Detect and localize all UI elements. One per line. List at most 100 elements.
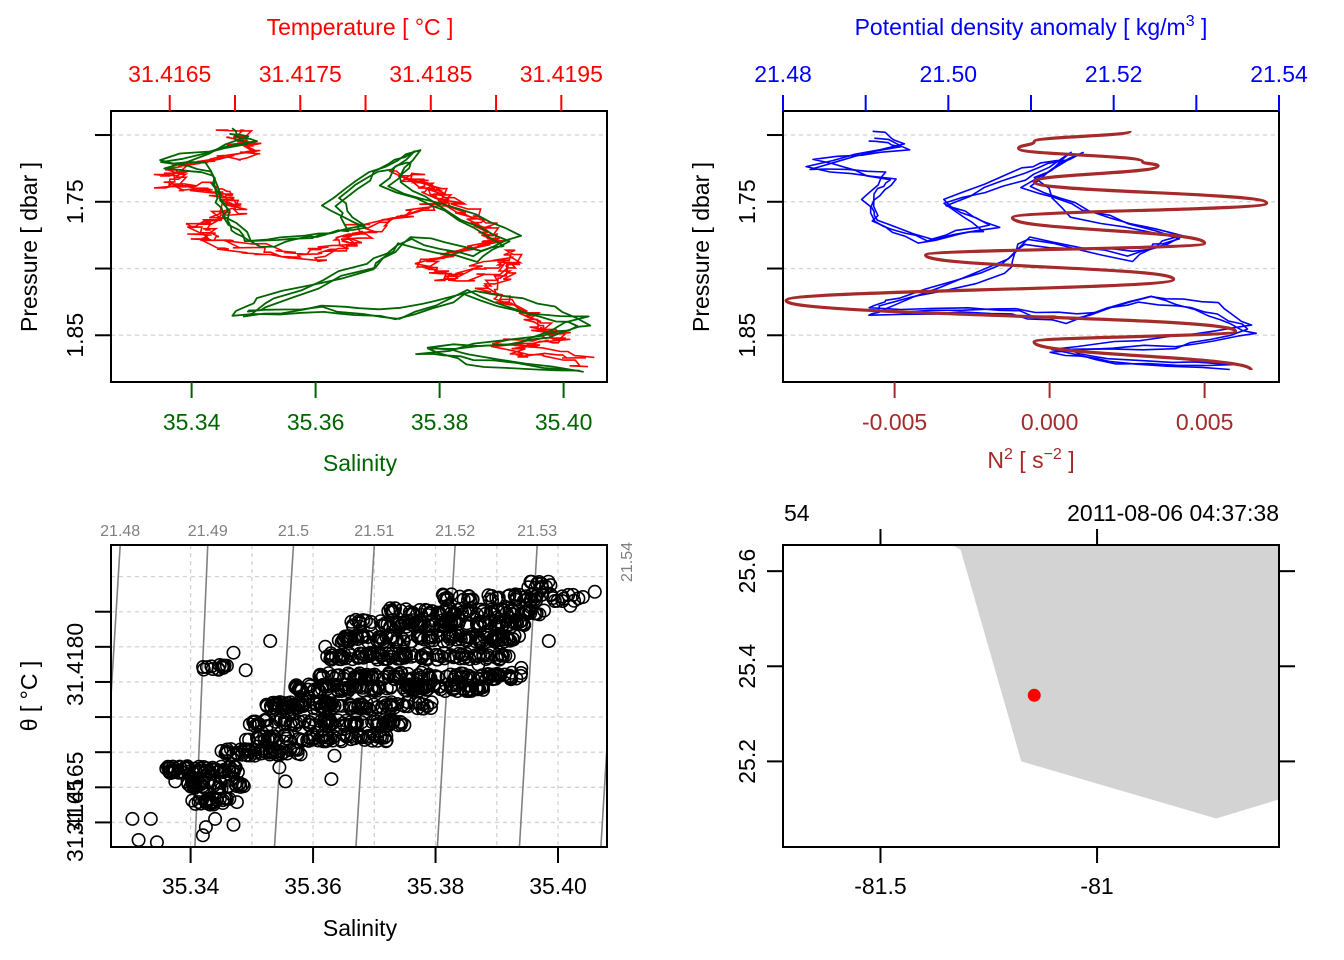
isopycnal-label: 21.5 (278, 523, 309, 540)
plot-frame (110, 544, 608, 848)
ts-point (497, 603, 512, 618)
ts-point (180, 759, 195, 774)
ts-point (285, 698, 300, 713)
ts-point (425, 604, 440, 619)
n2-line (784, 129, 1269, 372)
ts-point (315, 669, 330, 684)
isopycnal-label: 21.53 (517, 523, 557, 540)
x-tick-label: 35.38 (407, 873, 465, 899)
ts-point (318, 733, 333, 748)
ts-point (344, 701, 359, 716)
ts-point (272, 713, 287, 728)
ts-point (278, 774, 293, 789)
ts-point (247, 748, 262, 763)
ts-point (295, 698, 310, 713)
ts-point (503, 670, 518, 685)
ts-point (435, 587, 450, 602)
n2-title-close: ] (1062, 447, 1075, 473)
density-axis-title: Potential density anomaly [ kg/m3 ] (855, 13, 1208, 40)
ts-point (502, 604, 517, 619)
bottom-tick-label: 0.005 (1176, 409, 1234, 435)
ts-point (459, 683, 474, 698)
ts-point (242, 732, 257, 747)
ts-point (401, 699, 416, 714)
ts-point (402, 604, 417, 619)
ts-point (307, 683, 322, 698)
ts-point (168, 774, 183, 789)
ts-point (125, 811, 140, 826)
ts-point (391, 666, 406, 681)
ts-point (471, 657, 486, 672)
ts-point (492, 652, 507, 667)
ts-point (318, 639, 333, 654)
panel-ts-diagram: 21.48 21.49 21.5 21.51 21.52 21.53 21.54 35.34… (16, 523, 636, 941)
isopycnal-line (600, 733, 607, 847)
ts-point (365, 671, 380, 686)
isopycnal-line (273, 545, 295, 847)
ts-point (238, 663, 253, 678)
plot-frame (110, 110, 608, 383)
station-marker (1027, 688, 1041, 702)
ts-point (196, 662, 211, 677)
ts-point (165, 765, 180, 780)
ts-point (321, 700, 336, 715)
ts-point (349, 715, 364, 730)
x-tick-label: 35.34 (162, 873, 220, 899)
pressure-axis-title: Pressure [ dbar ] (16, 162, 42, 332)
ts-point (217, 762, 232, 777)
ts-point (205, 796, 220, 811)
top-tick-label: 31.4195 (520, 61, 603, 87)
top-tick-label: 21.54 (1250, 61, 1308, 87)
isopycnal-label: 21.51 (354, 523, 394, 540)
ts-point (276, 734, 291, 749)
ts-point (354, 715, 369, 730)
ts-point (242, 717, 257, 732)
ts-point (447, 613, 462, 628)
salinity-axis-title: Salinity (323, 450, 398, 476)
y-tick-label: 31.4180 (62, 623, 88, 706)
station-marker-layer (1027, 688, 1041, 702)
n2-title-sup2: −2 (1044, 446, 1062, 463)
top-tick-label: 31.4165 (128, 61, 211, 87)
y-tick-label: 31.4165 (62, 752, 88, 835)
x-tick-label: 35.36 (284, 873, 342, 899)
ts-point (356, 650, 371, 665)
ts-point (229, 779, 244, 794)
bottom-tick-label: 35.36 (287, 409, 345, 435)
y-tick-label: 1.75 (734, 179, 760, 224)
ts-point (363, 617, 378, 632)
y-tick-label: 25.2 (734, 739, 760, 784)
ts-point (334, 698, 349, 713)
ts-point (428, 669, 443, 684)
ts-point (536, 603, 551, 618)
salinity-line (163, 127, 590, 373)
ts-point (229, 795, 244, 810)
ts-point (345, 618, 360, 633)
n2-title-n: N (987, 447, 1004, 473)
isopycnal-label: 21.54 (619, 542, 636, 582)
ts-point (501, 649, 516, 664)
ts-point (313, 714, 328, 729)
ts-point (342, 698, 357, 713)
temperature-axis-title: Temperature [ °C ] (267, 14, 454, 40)
ts-point (456, 666, 471, 681)
ts-point (218, 746, 233, 761)
x-tick-label: -81 (1080, 873, 1113, 899)
ts-point (400, 666, 415, 681)
ts-point (432, 605, 447, 620)
ts-point (219, 792, 234, 807)
ts-point (335, 633, 350, 648)
ts-point (204, 659, 219, 674)
ts-point (388, 634, 403, 649)
isopycnal-line (111, 545, 121, 710)
y-tick-label: 31.4165 (62, 779, 88, 862)
ts-point (482, 630, 497, 645)
x-tick-label: 35.40 (529, 873, 587, 899)
ts-point (532, 574, 547, 589)
ts-point (438, 684, 453, 699)
profile-lines (784, 129, 1269, 372)
ts-point (423, 606, 438, 621)
n2-title-s: [ s (1013, 447, 1044, 473)
ts-point (131, 832, 146, 847)
ts-point (383, 619, 398, 634)
